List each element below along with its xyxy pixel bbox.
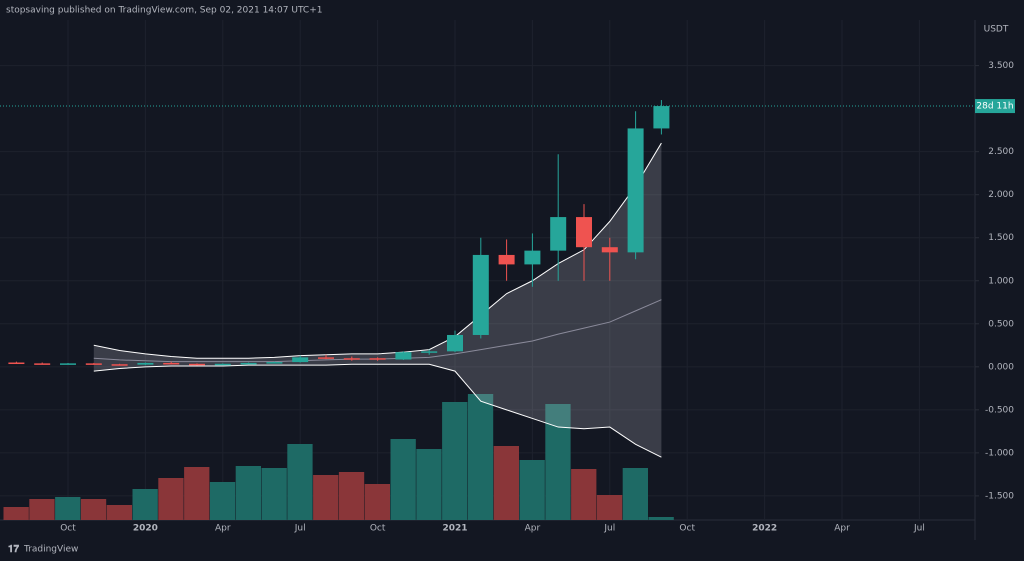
x-tick-label: Apr [525, 524, 541, 534]
candle-body [163, 362, 180, 365]
candle-body [266, 362, 283, 364]
candle-body [395, 352, 412, 360]
candle-body [550, 217, 567, 251]
volume-bar [364, 484, 390, 520]
volume-bar [55, 497, 81, 520]
volume-bar [261, 468, 287, 520]
volume-bar [3, 507, 29, 520]
volume-bar [493, 446, 519, 520]
volume-bar [338, 472, 365, 520]
volume-bar [287, 444, 313, 520]
candle-body [601, 247, 618, 253]
x-tick-label: Jul [603, 524, 615, 534]
candle-body [653, 106, 670, 129]
volume-bar [313, 475, 339, 520]
candle-body [292, 357, 309, 363]
candle-body [343, 358, 360, 360]
candle-body [137, 362, 154, 365]
candle-body [524, 250, 541, 265]
candle-body [498, 254, 515, 265]
volume-bar [467, 394, 494, 520]
volume-bar [80, 499, 107, 520]
countdown-box [975, 99, 1015, 114]
volume-bar [29, 499, 55, 520]
x-tick-label: 2020 [133, 524, 158, 534]
x-tick-label: Oct [679, 524, 695, 534]
y-tick-label: 2.500 [988, 147, 1014, 157]
x-tick-label: Jul [913, 524, 925, 534]
candle-body [369, 358, 386, 360]
volume-bar [184, 467, 210, 520]
y-tick-label: 2.000 [988, 190, 1014, 200]
y-tick-label: -0.500 [985, 405, 1014, 415]
logo-mark: 𝟏𝟕 [8, 544, 20, 555]
x-tick-label: Apr [834, 524, 850, 534]
candle-body [60, 363, 76, 365]
volume-bar [596, 495, 623, 520]
volume-bar [545, 404, 571, 520]
volume-bar [235, 466, 261, 520]
y-tick-label: 1.000 [988, 276, 1014, 286]
x-tick-label: Oct [370, 524, 386, 534]
candle-body [111, 364, 128, 366]
candle-body [240, 362, 257, 365]
band-line [93, 142, 662, 359]
candle-body [214, 363, 231, 366]
y-tick-label: -1.000 [985, 448, 1014, 458]
y-tick-label: -1.500 [985, 491, 1014, 501]
candle-body [421, 351, 438, 353]
candle-body [189, 363, 205, 366]
band-line [93, 363, 662, 458]
volume-bar [571, 469, 597, 520]
y-tick-label: 3.500 [988, 61, 1014, 71]
band-fill [93, 143, 662, 458]
volume-bar [622, 468, 648, 520]
volume-bar [442, 402, 468, 520]
candle-body [85, 363, 102, 365]
volume-bar [132, 489, 158, 520]
y-tick-label: 0.500 [988, 319, 1014, 329]
volume-bar [648, 517, 674, 520]
volume-bar [390, 439, 416, 520]
currency: USDT [984, 25, 1009, 35]
x-tick-label: Jul [294, 524, 306, 534]
candle-body [34, 363, 51, 365]
countdown-label: 28d 11h [976, 102, 1013, 112]
footer-brand: TradingView [23, 545, 78, 555]
candle-body [472, 254, 489, 335]
candle-body [447, 334, 463, 352]
volume-bar [106, 505, 132, 520]
x-tick-label: 2021 [442, 524, 467, 534]
volume-bar [209, 482, 236, 520]
candle-body [318, 357, 334, 359]
volume-bar [519, 460, 545, 520]
header-title: stopsaving published on TradingView.com,… [6, 6, 322, 16]
volume-bar [416, 449, 442, 520]
candle-body [576, 217, 592, 248]
x-tick-label: Oct [60, 524, 76, 534]
candle-body [627, 128, 644, 253]
x-tick-label: Apr [215, 524, 231, 534]
candle-body [8, 362, 25, 365]
y-tick-label: 1.500 [988, 233, 1014, 243]
x-tick-label: 2022 [752, 524, 777, 534]
volume-bar [158, 478, 184, 520]
y-tick-label: 0.000 [988, 362, 1014, 372]
